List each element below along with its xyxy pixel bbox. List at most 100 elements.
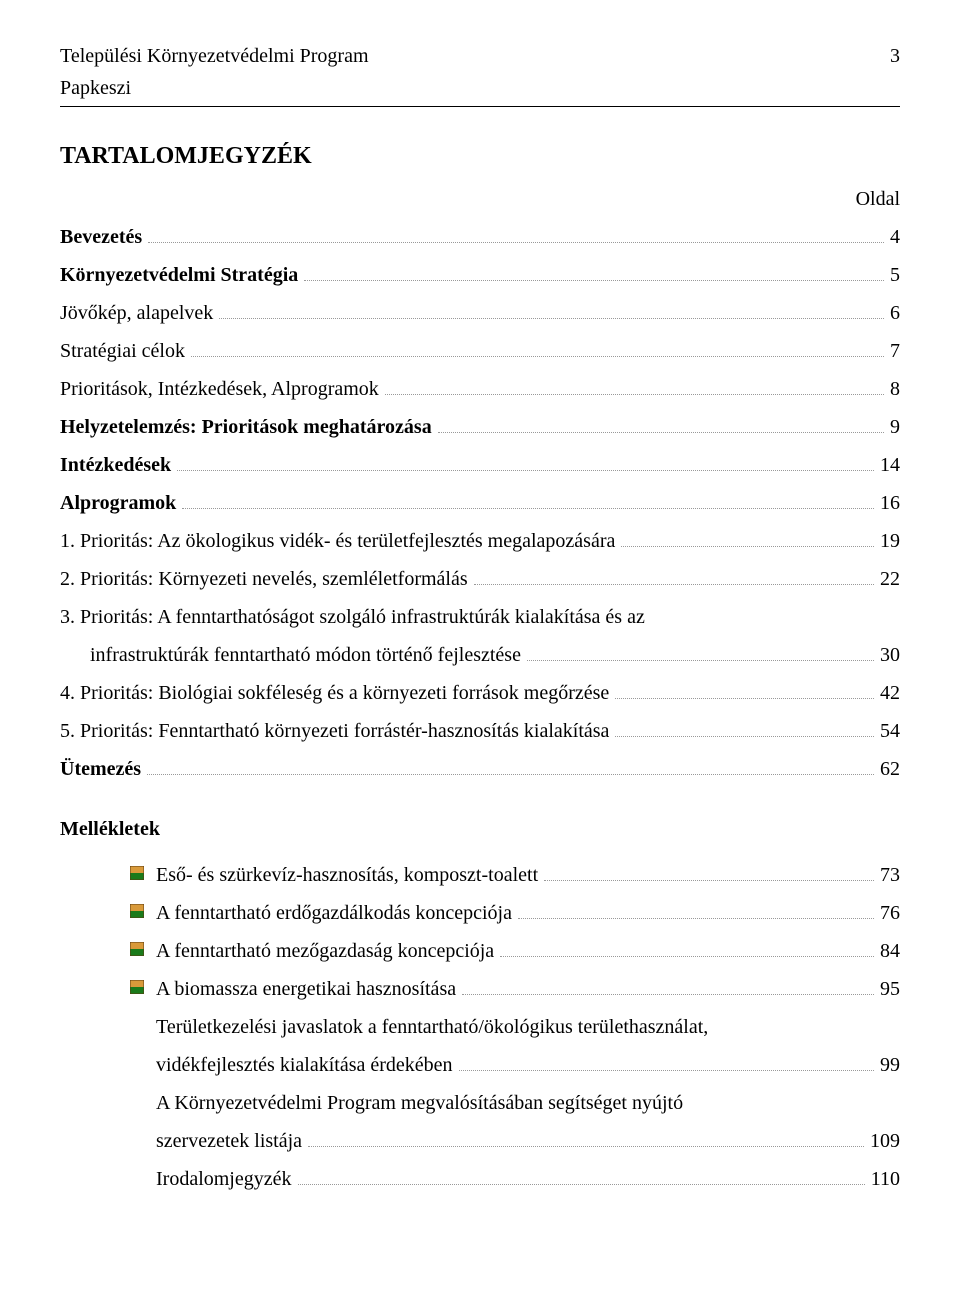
attachment-row: Irodalomjegyzék 110 [60,1163,900,1195]
toc-label: 4. Prioritás: Biológiai sokféleség és a … [60,677,609,709]
toc-label: Intézkedések [60,449,171,481]
toc-leader [615,736,874,737]
toc-row: 5. Prioritás: Fenntartható környezeti fo… [60,715,900,747]
toc-row: Környezetvédelmi Stratégia 5 [60,259,900,291]
toc-leader [177,470,874,471]
toc-row-continuation: infrastruktúrák fenntartható módon törté… [60,639,900,671]
toc-page: 19 [880,525,900,557]
toc-page: 76 [880,897,900,929]
toc-page: 6 [890,297,900,329]
toc-leader [459,1070,874,1071]
toc-label: 2. Prioritás: Környezeti nevelés, szemlé… [60,563,468,595]
toc-leader [219,318,884,319]
page-number: 3 [890,40,900,72]
toc-label: Bevezetés [60,221,142,253]
attachment-label: A Környezetvédelmi Program megvalósításá… [156,1087,683,1119]
bullet-icon [130,866,144,880]
toc-leader [474,584,874,585]
attachment-label: Eső- és szürkevíz-hasznosítás, komposzt-… [156,859,538,891]
toc-label: Ütemezés [60,753,141,785]
toc-label: Alprogramok [60,487,176,519]
toc-label: Prioritások, Intézkedések, Alprogramok [60,373,379,405]
toc-leader [147,774,874,775]
toc-label: Stratégiai célok [60,335,185,367]
toc-leader [500,956,874,957]
toc-row: Bevezetés 4 [60,221,900,253]
toc-row: 2. Prioritás: Környezeti nevelés, szemlé… [60,563,900,595]
attachment-row: A Környezetvédelmi Program megvalósításá… [60,1087,900,1119]
toc-row: Ütemezés 62 [60,753,900,785]
toc-page: 73 [880,859,900,891]
doc-header-title: Települési Környezetvédelmi Program [60,40,369,72]
toc-page: 42 [880,677,900,709]
toc-page: 22 [880,563,900,595]
toc-page: 30 [880,639,900,671]
toc-row: Helyzetelemzés: Prioritások meghatározás… [60,411,900,443]
toc-page: 9 [890,411,900,443]
toc-leader [544,880,874,881]
doc-header-subtitle: Papkeszi [60,72,900,107]
toc-leader [518,918,874,919]
toc-page: 7 [890,335,900,367]
toc-label: infrastruktúrák fenntartható módon törté… [90,639,521,671]
attachment-label: Területkezelési javaslatok a fenntarthat… [156,1011,708,1043]
attachment-label: szervezetek listája [156,1125,302,1157]
attachment-label: vidékfejlesztés kialakítása érdekében [156,1049,453,1081]
toc-page: 5 [890,259,900,291]
attachment-row: A biomassza energetikai hasznosítása 95 [60,973,900,1005]
toc-row: Intézkedések 14 [60,449,900,481]
toc-page: 110 [871,1163,900,1195]
attachment-label: A fenntartható mezőgazdaság koncepciója [156,935,494,967]
toc-page: 109 [870,1125,900,1157]
toc-title: TARTALOMJEGYZÉK [60,137,900,175]
attachment-row-continuation: vidékfejlesztés kialakítása érdekében 99 [60,1049,900,1081]
toc-row: Stratégiai célok 7 [60,335,900,367]
toc-leader [304,280,884,281]
toc-row: 1. Prioritás: Az ökologikus vidék- és te… [60,525,900,557]
toc-page: 62 [880,753,900,785]
toc-leader [462,994,874,995]
toc-page: 4 [890,221,900,253]
column-label: Oldal [60,183,900,215]
toc-leader [308,1146,864,1147]
toc-row: Prioritások, Intézkedések, Alprogramok 8 [60,373,900,405]
toc-leader [615,698,874,699]
toc-leader [182,508,874,509]
bullet-icon [130,942,144,956]
toc-page: 8 [890,373,900,405]
toc-label: 1. Prioritás: Az ökologikus vidék- és te… [60,525,615,557]
attachment-label: A biomassza energetikai hasznosítása [156,973,456,1005]
toc-page: 14 [880,449,900,481]
toc-row: Alprogramok 16 [60,487,900,519]
attachment-row: Eső- és szürkevíz-hasznosítás, komposzt-… [60,859,900,891]
toc-leader [298,1184,865,1185]
toc-page: 95 [880,973,900,1005]
attachment-row-continuation: szervezetek listája 109 [60,1125,900,1157]
toc-leader [621,546,874,547]
toc-leader [385,394,884,395]
toc-label: 3. Prioritás: A fenntarthatóságot szolgá… [60,601,645,633]
bullet-icon [130,980,144,994]
attachment-label: Irodalomjegyzék [156,1163,292,1195]
bullet-icon [130,904,144,918]
attachment-label: A fenntartható erdőgazdálkodás koncepció… [156,897,512,929]
toc-page: 54 [880,715,900,747]
toc-leader [191,356,884,357]
toc-leader [527,660,874,661]
toc-leader [438,432,884,433]
toc-row: Jövőkép, alapelvek 6 [60,297,900,329]
toc-leader [148,242,884,243]
attachment-row: Területkezelési javaslatok a fenntarthat… [60,1011,900,1043]
attachment-row: A fenntartható mezőgazdaság koncepciója 8… [60,935,900,967]
attachments-heading: Mellékletek [60,813,900,845]
toc-label: Helyzetelemzés: Prioritások meghatározás… [60,411,432,443]
toc-row: 4. Prioritás: Biológiai sokféleség és a … [60,677,900,709]
toc-label: Környezetvédelmi Stratégia [60,259,298,291]
toc-page: 99 [880,1049,900,1081]
toc-page: 16 [880,487,900,519]
toc-label: Jövőkép, alapelvek [60,297,213,329]
toc-page: 84 [880,935,900,967]
attachment-row: A fenntartható erdőgazdálkodás koncepció… [60,897,900,929]
toc-row: 3. Prioritás: A fenntarthatóságot szolgá… [60,601,900,633]
toc-label: 5. Prioritás: Fenntartható környezeti fo… [60,715,609,747]
